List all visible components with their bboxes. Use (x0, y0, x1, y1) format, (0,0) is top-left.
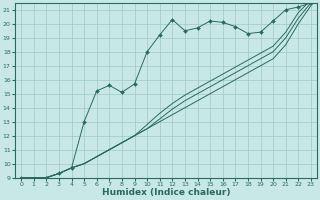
X-axis label: Humidex (Indice chaleur): Humidex (Indice chaleur) (102, 188, 230, 197)
